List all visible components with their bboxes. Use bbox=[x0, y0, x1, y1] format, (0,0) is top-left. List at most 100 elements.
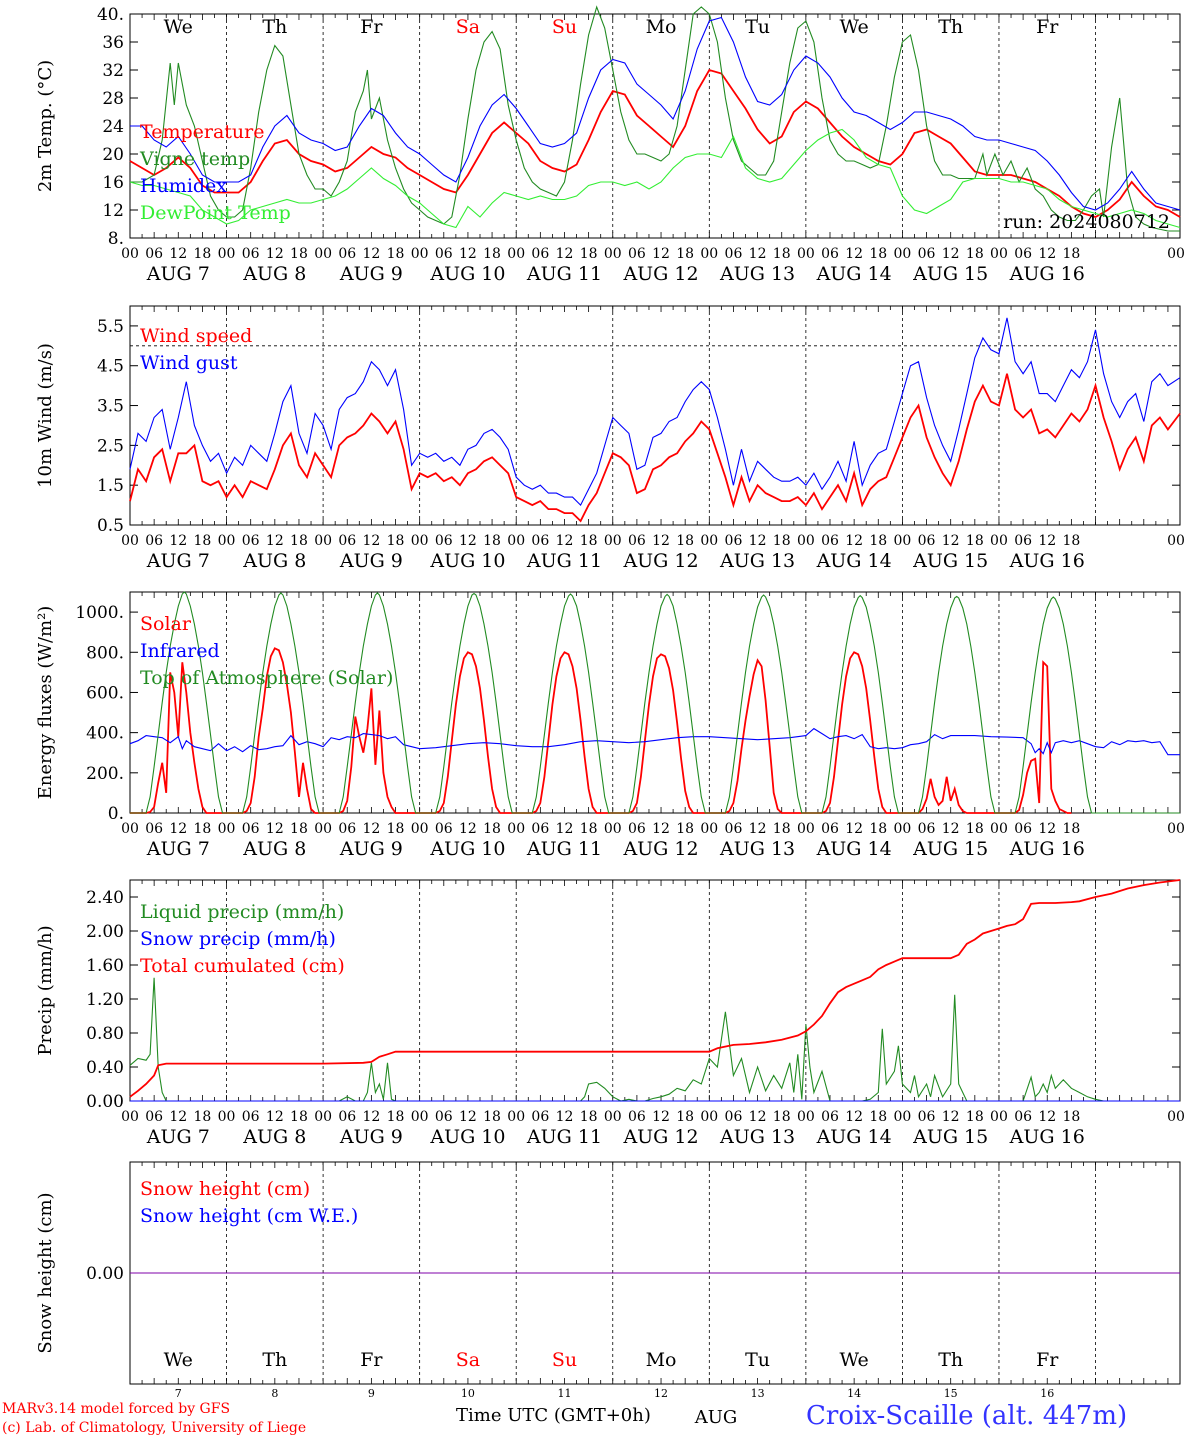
hour-tick-label: 18 bbox=[483, 533, 501, 549]
hour-tick-label: 12 bbox=[1038, 533, 1056, 549]
hour-tick-label: 06 bbox=[145, 1109, 163, 1125]
series-line-1 bbox=[129, 373, 1181, 523]
hour-tick-label: 12 bbox=[845, 246, 863, 262]
date-label: AUG 13 bbox=[719, 263, 795, 285]
weekday-label: Fr bbox=[360, 1349, 383, 1371]
date-label: AUG 11 bbox=[526, 263, 602, 285]
station-name: Croix-Scaille (alt. 447m) bbox=[806, 1401, 1128, 1431]
hour-tick-label: 00 bbox=[411, 1109, 429, 1125]
date-label: AUG 16 bbox=[1009, 263, 1085, 285]
hour-tick-label: 00 bbox=[1167, 533, 1185, 549]
panel-1: 8. 12 16 20 24 28 32 36 40. 2m Temp. (°C) Temperat… bbox=[35, 5, 1185, 285]
date-label: AUG 9 bbox=[339, 263, 403, 285]
panel-2: 0.5 1.5 2.5 3.5 4.5 5.5 10m Wind (m/s) Wind spe… bbox=[35, 305, 1185, 572]
hour-tick-label: 06 bbox=[531, 821, 549, 837]
hour-tick-label: 00 bbox=[893, 821, 911, 837]
run-annotation: run: 2024080712 bbox=[1003, 211, 1170, 233]
date-label: AUG 8 bbox=[242, 550, 306, 572]
y-tick-label: 2.00 bbox=[86, 922, 124, 942]
hour-tick-label: 12 bbox=[845, 533, 863, 549]
hour-tick-label: 06 bbox=[628, 1109, 646, 1125]
y-tick-label: 12 bbox=[102, 201, 124, 221]
day-number-label: 7 bbox=[175, 1387, 182, 1400]
legend-entry: Top of Atmosphere (Solar) bbox=[140, 667, 393, 689]
hour-tick-label: 06 bbox=[435, 533, 453, 549]
legend-entry: Snow height (cm W.E.) bbox=[140, 1205, 358, 1227]
hour-tick-label: 00 bbox=[990, 1109, 1008, 1125]
hour-tick-label: 12 bbox=[459, 246, 477, 262]
day-number-label: 15 bbox=[944, 1387, 958, 1400]
y-tick-label: 40. bbox=[97, 5, 124, 25]
date-label: AUG 9 bbox=[339, 838, 403, 860]
hour-tick-label: 18 bbox=[193, 821, 211, 837]
month-label: AUG bbox=[694, 1407, 738, 1428]
y-tick-label: 5.5 bbox=[97, 317, 124, 337]
y-tick-label: 16 bbox=[102, 173, 124, 193]
y-tick-label: 8. bbox=[108, 229, 124, 249]
hour-tick-label: 06 bbox=[725, 246, 743, 262]
hour-tick-label: 18 bbox=[676, 533, 694, 549]
y-tick-label: 3.5 bbox=[97, 397, 124, 417]
hour-tick-label: 12 bbox=[942, 533, 960, 549]
hour-tick-label: 06 bbox=[242, 246, 260, 262]
hour-tick-label: 12 bbox=[266, 533, 284, 549]
hour-tick-label: 00 bbox=[121, 821, 139, 837]
hour-tick-label: 06 bbox=[531, 246, 549, 262]
date-label: AUG 8 bbox=[242, 263, 306, 285]
hour-tick-label: 00 bbox=[218, 246, 236, 262]
hour-tick-label: 00 bbox=[121, 1109, 139, 1125]
y-tick-label: 24 bbox=[102, 117, 124, 137]
plot-frame bbox=[129, 591, 1181, 814]
lab-credit: (c) Lab. of Climatology, University of L… bbox=[2, 1420, 307, 1436]
hour-tick-label: 18 bbox=[290, 1109, 308, 1125]
hour-tick-label: 00 bbox=[121, 533, 139, 549]
date-label: AUG 7 bbox=[146, 550, 210, 572]
hour-tick-label: 00 bbox=[990, 821, 1008, 837]
hour-tick-label: 06 bbox=[1014, 1109, 1032, 1125]
series-line-1 bbox=[129, 977, 1180, 1102]
hour-tick-label: 18 bbox=[869, 821, 887, 837]
hour-tick-label: 06 bbox=[1014, 533, 1032, 549]
hour-tick-label: 18 bbox=[387, 246, 405, 262]
hour-tick-label: 18 bbox=[676, 246, 694, 262]
hour-tick-label: 12 bbox=[459, 821, 477, 837]
hour-tick-label: 12 bbox=[652, 1109, 670, 1125]
date-label: AUG 8 bbox=[242, 838, 306, 860]
y-tick-label: 1.60 bbox=[86, 956, 124, 976]
date-label: AUG 7 bbox=[146, 1126, 210, 1148]
date-label: AUG 13 bbox=[719, 1126, 795, 1148]
date-label: AUG 7 bbox=[146, 263, 210, 285]
weekday-label: Mo bbox=[646, 1349, 677, 1371]
series-line-4 bbox=[129, 128, 1181, 229]
hour-tick-label: 18 bbox=[773, 821, 791, 837]
day-number-label: 14 bbox=[847, 1387, 861, 1400]
date-label: AUG 12 bbox=[622, 550, 698, 572]
weekday-label: Su bbox=[552, 16, 577, 38]
hour-tick-label: 12 bbox=[266, 821, 284, 837]
hour-tick-label: 12 bbox=[556, 533, 574, 549]
y-tick-label: 32 bbox=[102, 61, 124, 81]
date-label: AUG 12 bbox=[622, 263, 698, 285]
date-label: AUG 9 bbox=[339, 550, 403, 572]
y-tick-label: 36 bbox=[102, 33, 124, 53]
hour-tick-label: 12 bbox=[169, 246, 187, 262]
hour-tick-label: 00 bbox=[411, 821, 429, 837]
date-label: AUG 11 bbox=[526, 838, 602, 860]
hour-tick-label: 12 bbox=[169, 533, 187, 549]
hour-tick-label: 06 bbox=[435, 1109, 453, 1125]
legend-entry: Snow height (cm) bbox=[140, 1178, 310, 1200]
date-label: AUG 16 bbox=[1009, 1126, 1085, 1148]
hour-tick-label: 12 bbox=[266, 1109, 284, 1125]
hour-tick-label: 18 bbox=[676, 821, 694, 837]
hour-tick-label: 12 bbox=[749, 246, 767, 262]
date-label: AUG 10 bbox=[429, 550, 505, 572]
hour-tick-label: 12 bbox=[1038, 821, 1056, 837]
hour-tick-label: 12 bbox=[749, 533, 767, 549]
hour-tick-label: 06 bbox=[338, 1109, 356, 1125]
hour-tick-label: 12 bbox=[942, 821, 960, 837]
hour-tick-label: 06 bbox=[725, 533, 743, 549]
date-label: AUG 13 bbox=[719, 550, 795, 572]
weekday-label: We bbox=[164, 16, 193, 38]
date-label: AUG 15 bbox=[912, 1126, 988, 1148]
